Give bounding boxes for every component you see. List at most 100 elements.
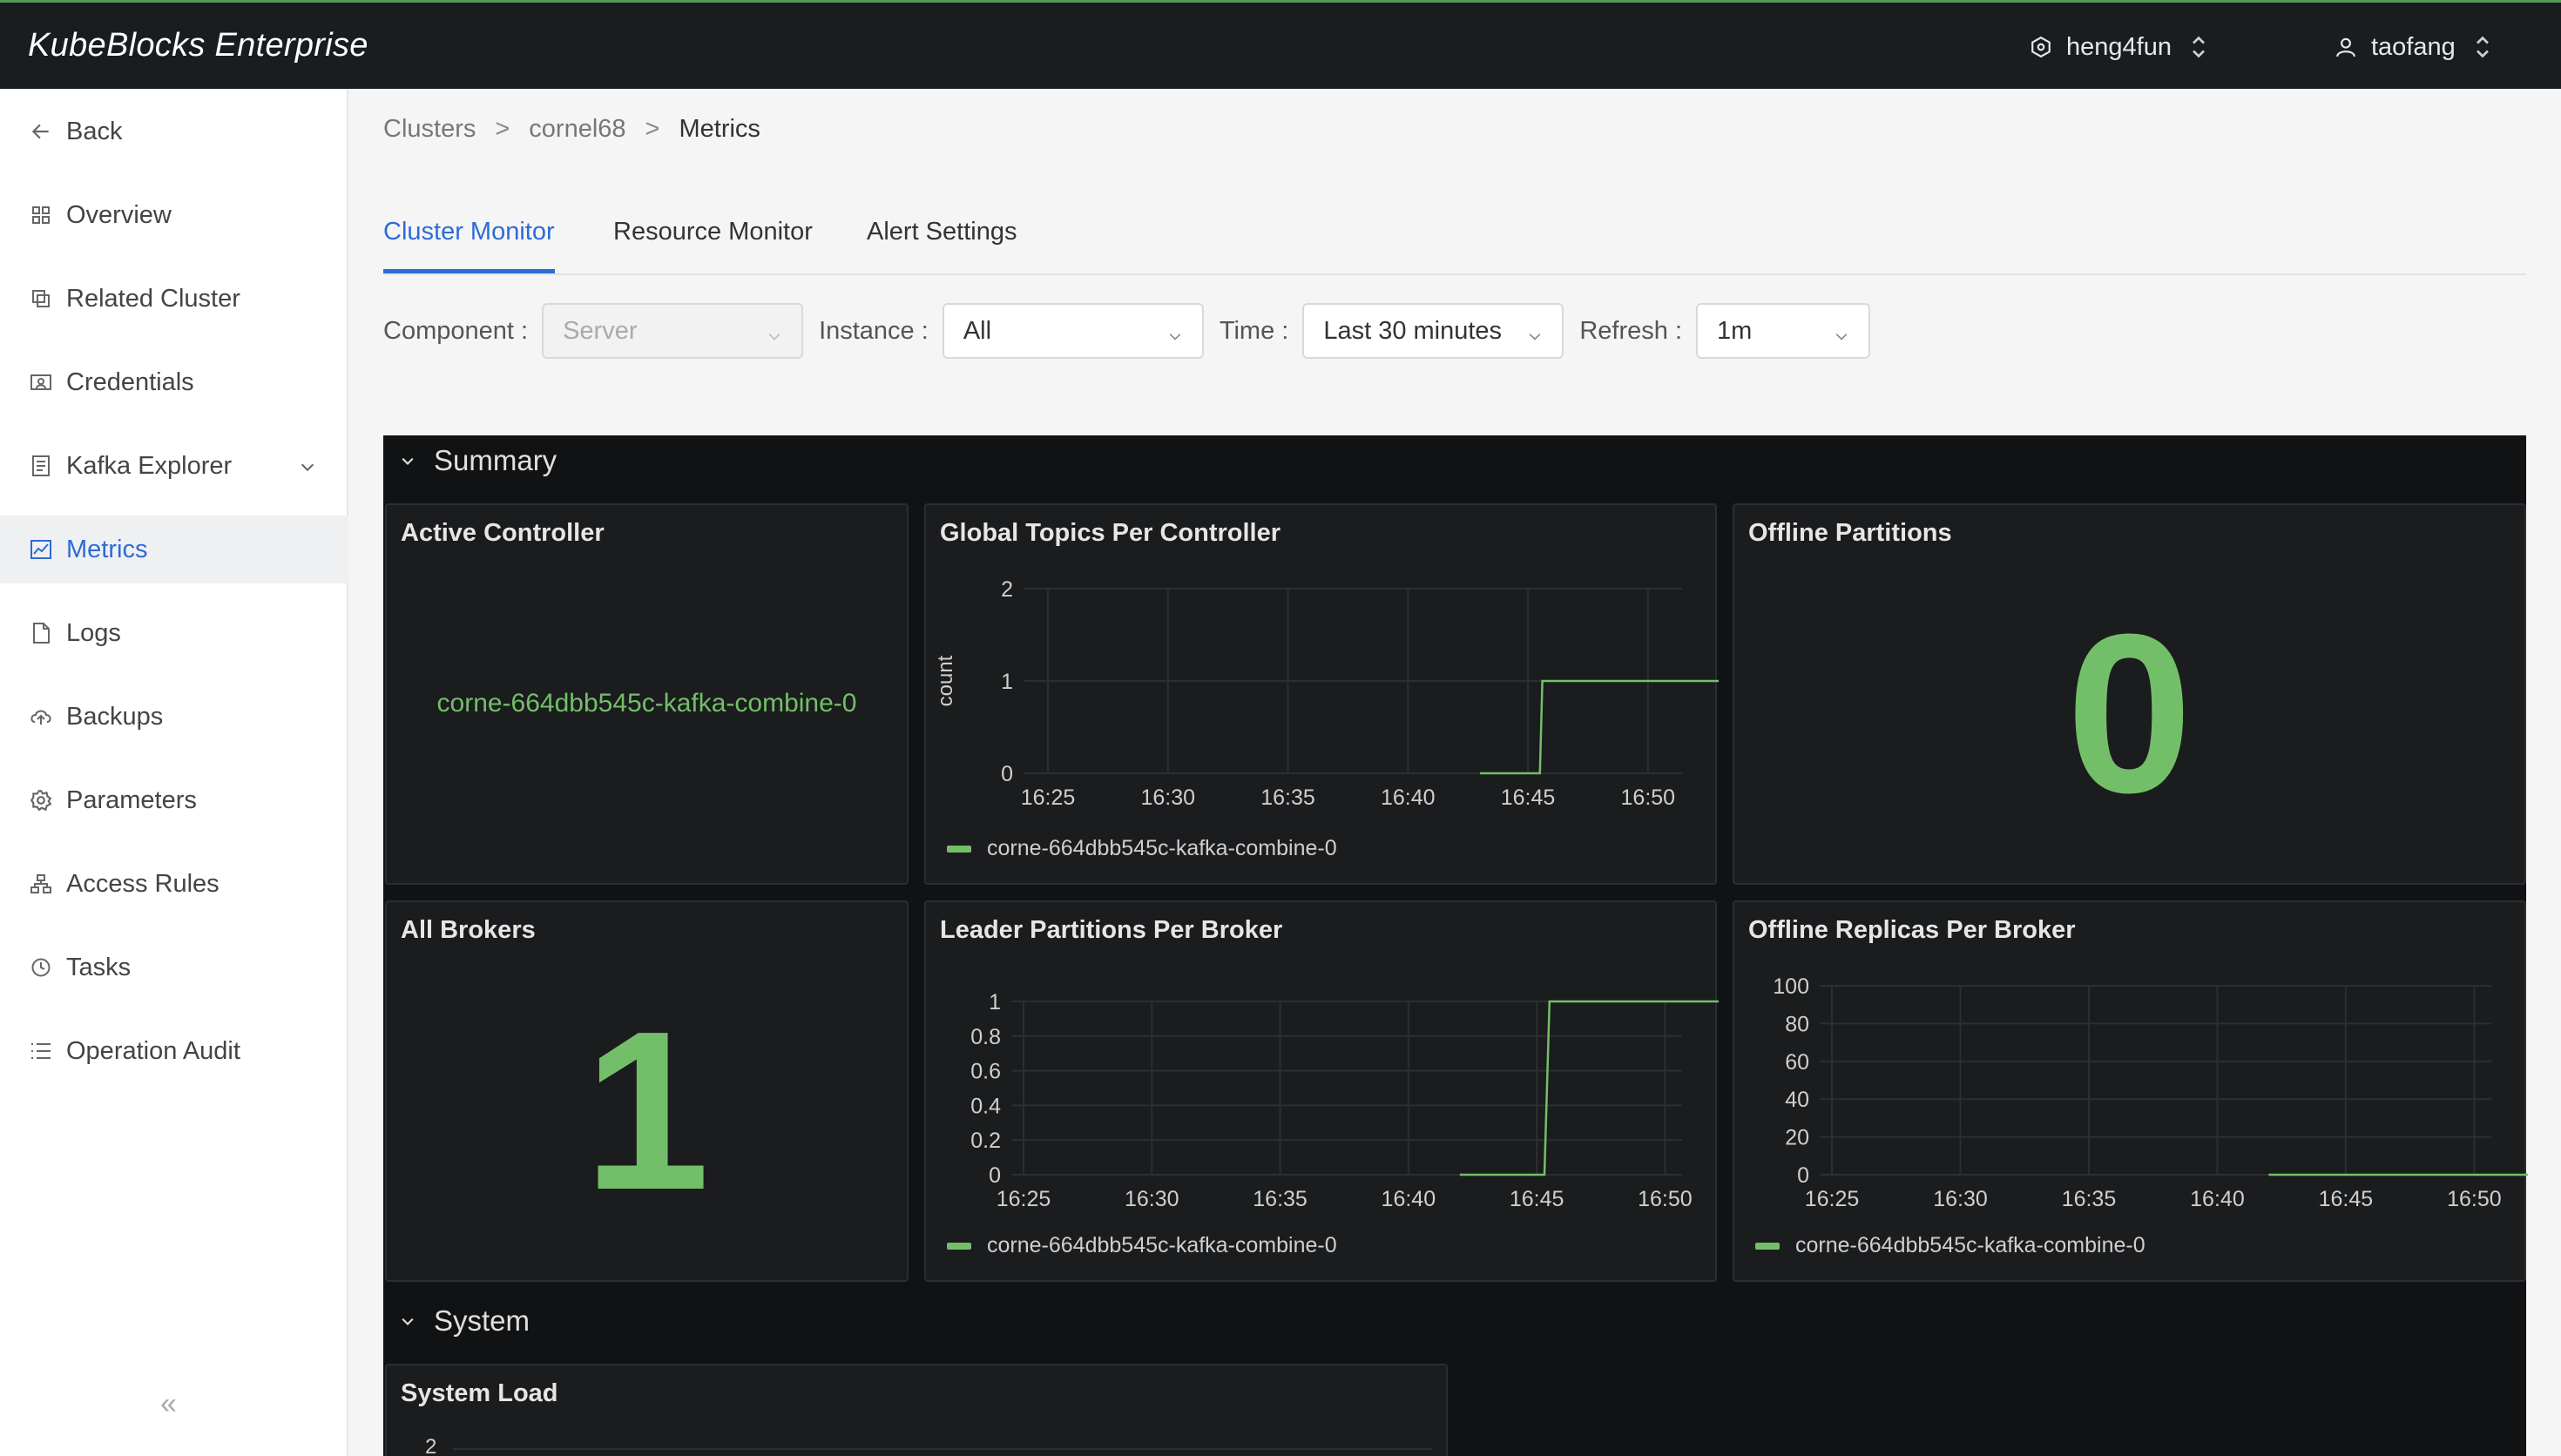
chart-legend[interactable]: corne-664dbb545c-kafka-combine-0	[1755, 1233, 2145, 1258]
legend-swatch	[1755, 1242, 1780, 1250]
panel-title: Active Controller	[401, 519, 605, 547]
legend-label: corne-664dbb545c-kafka-combine-0	[987, 836, 1337, 860]
x-tick-label: 16:45	[2319, 1187, 2374, 1211]
breadcrumb-clusters[interactable]: Clusters	[383, 115, 476, 143]
brand-logo[interactable]: KubeBlocks Enterprise	[28, 27, 368, 64]
sidebar-item-access-rules[interactable]: Access Rules	[0, 850, 348, 918]
sidebar-item-label: Access Rules	[66, 869, 220, 898]
id-card-icon	[28, 369, 54, 395]
series-line[interactable]	[1479, 679, 1719, 775]
x-tick-label: 16:40	[1382, 1187, 1436, 1211]
panel-offline-replicas[interactable]: Offline Replicas Per Broker 0 20 40 60 80 100…	[1733, 900, 2528, 1282]
x-tick-label: 16:40	[2190, 1187, 2245, 1211]
list-icon	[28, 1038, 54, 1064]
panel-system-load[interactable]: System Load 2	[385, 1364, 1448, 1456]
sidebar-item-related-cluster[interactable]: Related Cluster	[0, 265, 348, 333]
chevron-down-icon	[399, 1304, 434, 1338]
y-tick-label: 0.4	[970, 1094, 1001, 1118]
x-tick-label: 16:35	[1260, 785, 1315, 810]
panel-active-controller[interactable]: Active Controller corne-664dbb545c-kafka…	[385, 503, 909, 885]
x-tick-label: 16:45	[1510, 1187, 1564, 1211]
chevron-down-icon	[1166, 324, 1185, 353]
panel-all-brokers[interactable]: All Brokers 1	[385, 900, 909, 1282]
breadcrumb-separator: >	[495, 115, 510, 143]
sidebar-item-backups[interactable]: Backups	[0, 683, 348, 751]
panel-title: Offline Partitions	[1748, 519, 1952, 547]
refresh-select[interactable]: 1m	[1696, 303, 1870, 359]
org-icon	[2030, 36, 2052, 58]
sidebar-item-metrics[interactable]: Metrics	[0, 516, 348, 583]
chevron-down-icon	[765, 324, 784, 353]
x-tick-label: 16:50	[2447, 1187, 2502, 1211]
series-line[interactable]	[1459, 1000, 1719, 1176]
tab-bar: Cluster Monitor Resource Monitor Alert S…	[383, 214, 2526, 275]
component-select[interactable]: Server	[542, 303, 804, 359]
sidebar-item-back[interactable]: Back	[0, 98, 348, 165]
refresh-value: 1m	[1717, 316, 1753, 345]
offline-partitions-value: 0	[2066, 588, 2193, 840]
y-tick-label: 0	[989, 1163, 1001, 1188]
y-tick-label: 80	[1785, 1012, 1809, 1036]
tab-resource-monitor[interactable]: Resource Monitor	[613, 218, 813, 246]
section-title: System	[434, 1304, 530, 1337]
y-tick-label: 40	[1785, 1088, 1809, 1112]
chevron-down-icon	[399, 444, 434, 477]
x-tick-label: 16:30	[1125, 1187, 1179, 1211]
instance-label: Instance :	[819, 316, 929, 345]
sidebar-item-operation-audit[interactable]: Operation Audit	[0, 1017, 348, 1085]
top-bar: KubeBlocks Enterprise heng4fun taofang	[0, 0, 2561, 89]
collapse-sidebar-button[interactable]: «	[160, 1387, 177, 1420]
cloud-upload-icon	[28, 704, 54, 730]
chart-legend[interactable]: corne-664dbb545c-kafka-combine-0	[947, 836, 1337, 861]
panel-offline-partitions[interactable]: Offline Partitions 0	[1733, 503, 2526, 885]
section-title: Summary	[434, 444, 557, 476]
org-selector[interactable]: heng4fun	[2030, 29, 2206, 65]
sidebar-item-overview[interactable]: Overview	[0, 181, 348, 249]
refresh-label: Refresh :	[1579, 316, 1682, 345]
tab-alert-settings[interactable]: Alert Settings	[867, 218, 1017, 246]
sidebar-item-label: Backups	[66, 702, 164, 731]
breadcrumb: Clusters > cornel68 > Metrics	[383, 115, 760, 144]
x-tick-label: 16:30	[1140, 785, 1195, 810]
sidebar-item-label: Kafka Explorer	[66, 451, 233, 480]
y-tick-label: 1	[1001, 670, 1013, 694]
time-value: Last 30 minutes	[1323, 316, 1503, 345]
controller-name: corne-664dbb545c-kafka-combine-0	[436, 689, 857, 718]
org-name: heng4fun	[2066, 32, 2172, 61]
x-tick-label: 16:40	[1381, 785, 1436, 810]
y-tick-label: 0.8	[970, 1025, 1001, 1049]
time-select[interactable]: Last 30 minutes	[1302, 303, 1564, 359]
sidebar-item-tasks[interactable]: Tasks	[0, 934, 348, 1001]
sidebar-item-label: Parameters	[66, 785, 197, 814]
breadcrumb-cluster-name[interactable]: cornel68	[529, 115, 626, 143]
x-tick-label: 16:50	[1638, 1187, 1693, 1211]
y-axis-label: count	[934, 655, 957, 706]
sidebar-item-logs[interactable]: Logs	[0, 599, 348, 667]
tab-cluster-monitor[interactable]: Cluster Monitor	[383, 218, 555, 273]
legend-swatch	[947, 845, 971, 853]
instance-select[interactable]: All	[942, 303, 1204, 359]
sidebar-item-label: Tasks	[66, 953, 132, 981]
y-tick-label: 0.2	[970, 1129, 1001, 1153]
chevron-down-icon	[1525, 324, 1544, 353]
panel-title: All Brokers	[401, 916, 536, 944]
file-icon	[28, 620, 54, 646]
y-tick-label: 60	[1785, 1050, 1809, 1075]
user-name: taofang	[2371, 32, 2456, 61]
user-selector[interactable]: taofang	[2335, 29, 2490, 65]
chart-legend[interactable]: corne-664dbb545c-kafka-combine-0	[947, 1233, 1337, 1258]
sidebar-item-label: Credentials	[66, 367, 194, 396]
x-tick-label: 16:35	[2062, 1187, 2117, 1211]
panel-global-topics[interactable]: Global Topics Per Controller 0 1 2 16:25 16:…	[924, 503, 1719, 885]
sidebar-item-kafka-explorer[interactable]: Kafka Explorer	[0, 432, 348, 500]
section-summary-header[interactable]: Summary	[399, 444, 557, 477]
section-system-header[interactable]: System	[399, 1304, 530, 1338]
chart-offline-replicas: 0 20 40 60 80 100 16:25 16:30 16:35 16:40 16:45 16:…	[1773, 974, 2528, 1211]
breadcrumb-current: Metrics	[679, 115, 760, 143]
grid-icon	[28, 202, 54, 228]
user-icon	[2335, 36, 2357, 58]
chart-icon	[28, 536, 54, 563]
panel-leader-partitions[interactable]: Leader Partitions Per Broker 0 0.2 0.4 0.6 0…	[924, 900, 1719, 1282]
sidebar-item-parameters[interactable]: Parameters	[0, 766, 348, 834]
sidebar-item-credentials[interactable]: Credentials	[0, 348, 348, 416]
